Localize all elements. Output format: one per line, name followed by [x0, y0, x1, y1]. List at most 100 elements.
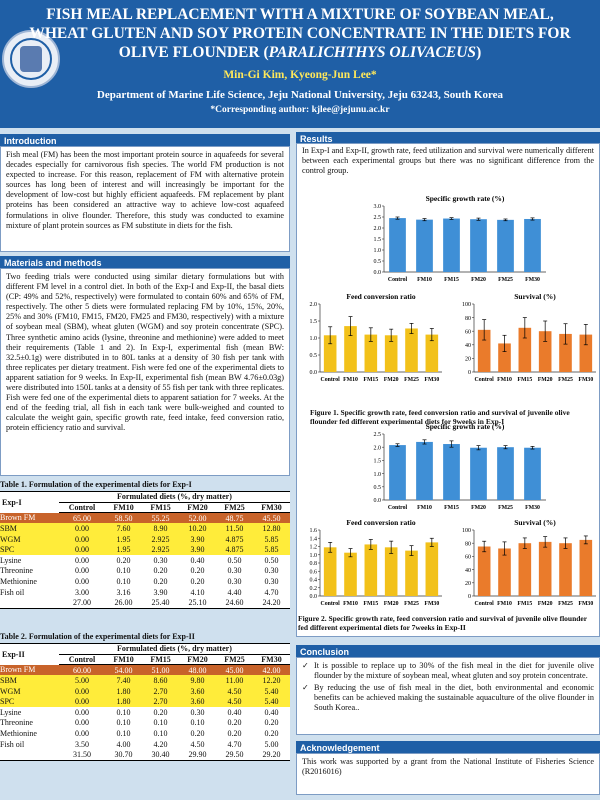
chart-x-tick-label: FM10: [497, 601, 512, 607]
chart-y-tick-label: 80: [465, 316, 471, 322]
table-cell: 4.875: [216, 533, 253, 545]
chart-bar: [425, 542, 439, 596]
chart-y-tick-label: 40: [465, 343, 471, 349]
table-col-header: FM30: [253, 502, 290, 514]
table-cell: 0.10: [190, 718, 205, 728]
table-col-header: FM10: [105, 502, 143, 514]
chart-x-tick-label: Control: [321, 601, 341, 607]
chart-bar: [405, 328, 418, 372]
chart-x-tick-label: FM20: [384, 601, 399, 607]
table-cell: 4.40: [227, 587, 242, 597]
table-cell: 5.85: [253, 544, 290, 556]
conclusion-item-2: By reducing the use of fish meal in the …: [302, 683, 594, 713]
table-cell: 29.20: [253, 749, 290, 761]
table-col-header: FM15: [142, 502, 180, 514]
chart-bar: [579, 334, 593, 372]
poster-header: FISH MEAL REPLACEMENT WITH A MIXTURE OF …: [0, 0, 600, 128]
table-cell: 0.10: [116, 707, 131, 717]
table-cell: 0.20: [153, 577, 168, 587]
ack-heading: Acknowledgement: [296, 741, 600, 755]
table-row-label: Brown FM: [0, 512, 59, 524]
table-col-header: Control: [58, 654, 106, 666]
table-cell: 0.20: [190, 577, 205, 587]
chart-title: Feed conversion ratio: [346, 518, 415, 527]
chart-x-tick-label: Control: [475, 377, 495, 383]
chart-y-tick-label: 0.0: [374, 270, 382, 276]
table-cell: 0.30: [264, 566, 279, 576]
table-cell: 4.20: [153, 739, 168, 749]
chart-x-tick-label: FM25: [558, 377, 573, 383]
table-cell: 29.50: [216, 749, 253, 761]
chart-y-tick-label: 1.4: [310, 536, 318, 542]
table-cell: 0.00: [74, 577, 89, 587]
table-cell: 0.40: [190, 555, 205, 565]
table-row: Lysine 0.00 0.10 0.20 0.30 0.40 0.40: [0, 707, 290, 718]
table-cell: 3.60: [179, 685, 217, 697]
chart-y-tick-label: 20: [465, 581, 471, 587]
table-row-label: Threonine: [0, 718, 33, 728]
conclusion-item-1: It is possible to replace up to 30% of t…: [302, 661, 594, 681]
table-cell: 2.925: [142, 533, 180, 545]
fig2-fcr-chart: Feed conversion ratio 0.0 0.2 0.4 0.6 0.8 1.0 1…: [310, 518, 442, 607]
table-cell: 55.25: [142, 512, 180, 524]
table-cell: 5.00: [58, 675, 106, 686]
table-cell: 3.90: [153, 587, 168, 597]
table-cell: 3.90: [179, 533, 217, 545]
table-row: Methionine 0.00 0.10 0.20 0.20 0.30 0.30: [0, 576, 290, 587]
table-cell: 58.50: [105, 512, 143, 524]
table-cell: 4.875: [216, 544, 253, 556]
chart-y-tick-label: 0.6: [310, 569, 318, 575]
chart-y-tick-label: 1.0: [374, 472, 382, 478]
chart-y-tick-label: 0.2: [310, 586, 318, 592]
chart-bar: [405, 550, 418, 596]
chart-x-tick-label: FM10: [343, 377, 358, 383]
table-cell: 1.95: [105, 533, 143, 545]
table-row-label: Fish oil: [0, 587, 25, 597]
chart-x-tick-label: FM15: [444, 505, 459, 511]
intro-text: Fish meal (FM) has been the most importa…: [0, 146, 290, 252]
table-cell: 45.50: [253, 512, 290, 524]
table-row-label: Fish oil: [0, 739, 25, 749]
table-row: Threonine 0.00 0.10 0.20 0.20 0.30 0.30: [0, 566, 290, 577]
table-row: 31.50 30.70 30.40 29.90 29.50 29.20: [0, 749, 290, 761]
table-row: Methionine 0.00 0.10 0.10 0.20 0.20 0.20: [0, 728, 290, 739]
table-cell: 8.90: [142, 523, 180, 534]
table-cell: 45.00: [216, 664, 253, 676]
table-row: SBM 0.00 7.60 8.90 10.20 11.50 12.80: [0, 523, 290, 534]
chart-y-tick-label: 3.0: [374, 204, 382, 210]
table-cell: 2.70: [142, 685, 180, 697]
table-cell: 0.00: [58, 533, 106, 545]
intro-heading: Introduction: [0, 134, 290, 148]
conclusion-heading: Conclusion: [296, 645, 600, 659]
table-cell: 3.00: [74, 587, 89, 597]
table-cell: 0.30: [227, 566, 242, 576]
table-col-header: FM25: [216, 654, 253, 666]
chart-bar: [443, 218, 460, 272]
table-row-label: Lysine: [0, 555, 22, 565]
chart-bar: [389, 218, 406, 272]
fig1-sgr-chart: Specific growth rate (%) 0.0 0.5 1.0 1.5 2.0 2…: [374, 194, 546, 283]
table-cell: 65.00: [58, 512, 106, 524]
table-cell: 0.50: [227, 555, 242, 565]
table-cell: 0.00: [58, 696, 106, 708]
chart-y-tick-label: 60: [465, 555, 471, 561]
chart-y-tick-label: 0.5: [374, 485, 382, 491]
chart-x-tick-label: FM20: [538, 601, 553, 607]
chart-title: Specific growth rate (%): [426, 194, 505, 203]
table-cell: 0.20: [227, 718, 242, 728]
table-cell: 52.00: [179, 512, 217, 524]
chart-y-tick-label: 2.0: [310, 302, 318, 308]
chart-bar: [384, 335, 398, 372]
table-cell: 60.00: [58, 664, 106, 676]
table-cell: 3.50: [74, 739, 89, 749]
chart-bar: [497, 447, 514, 500]
table-exp-label: Exp-I: [0, 490, 59, 513]
table-cell: 5.40: [253, 685, 290, 697]
fig1-fcr-chart: Feed conversion ratio 0.0 0.5 1.0 1.5 2.0 Cont…: [310, 292, 442, 383]
chart-bar: [344, 326, 357, 372]
table-cell: 0.10: [116, 566, 131, 576]
table-group-header: Formulated diets (%, dry matter): [58, 643, 290, 655]
table-cell: 30.40: [142, 749, 180, 761]
table-exp-label: Exp-II: [0, 642, 59, 665]
table-group-header: Formulated diets (%, dry matter): [58, 491, 290, 503]
